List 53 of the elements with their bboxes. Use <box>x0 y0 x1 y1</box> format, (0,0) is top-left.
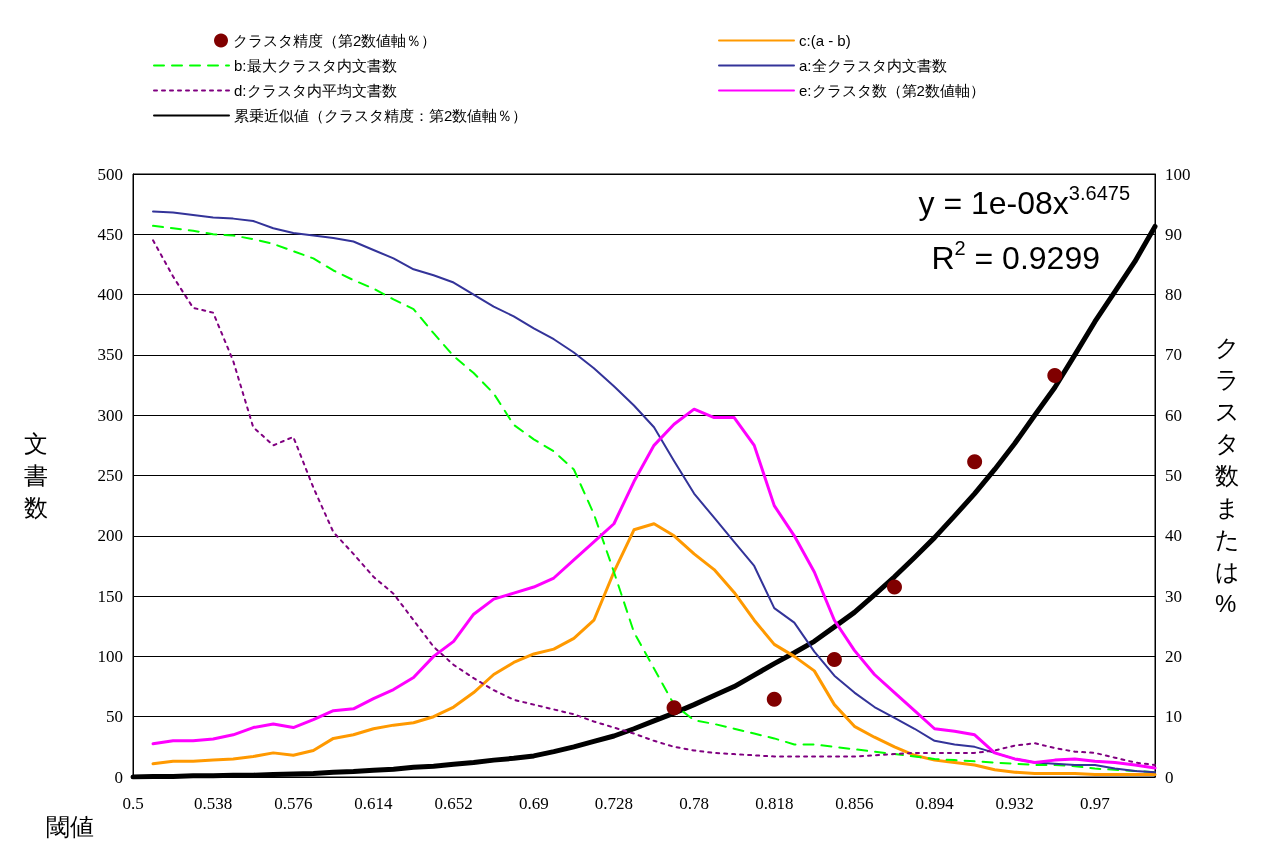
x-tick-label: 0.818 <box>755 794 794 813</box>
y2-tick-label: 20 <box>1165 646 1182 666</box>
line-series <box>151 522 1157 777</box>
y2-tick-label: 30 <box>1165 586 1182 606</box>
y-tick-label: 250 <box>97 466 123 485</box>
y-axis-title: 文書数 <box>24 430 48 521</box>
legend-label: d:クラスタ内平均文書数 <box>234 82 397 99</box>
x-tick-label: 0.932 <box>995 794 1034 813</box>
point <box>766 691 782 707</box>
y2-tick-label: 90 <box>1165 224 1182 244</box>
x-tick-label: 0.652 <box>434 794 473 813</box>
x-tick-label: 0.728 <box>594 794 634 813</box>
x-tick-label: 0.97 <box>1080 794 1111 813</box>
point <box>1047 367 1063 383</box>
y-tick-label: 450 <box>97 224 123 244</box>
x-tick-label: 0.5 <box>122 794 144 813</box>
x-tick-label: 0.538 <box>194 794 233 813</box>
x-tick-label: 0.614 <box>354 794 394 813</box>
y2-tick-label: 40 <box>1165 526 1182 546</box>
x-tick-label: 0.69 <box>518 794 549 813</box>
x-tick-label: 0.78 <box>679 794 709 813</box>
y2-tick-label: 50 <box>1165 466 1182 485</box>
point <box>666 700 682 716</box>
y2-tick-label: 80 <box>1165 285 1182 305</box>
x-tick-label: 0.856 <box>835 794 874 813</box>
y-tick-label: 0 <box>114 767 123 787</box>
line-series <box>151 407 1157 770</box>
y-tick-label: 400 <box>97 285 123 305</box>
legend-label: b:最大クラスタ内文書数 <box>234 57 397 74</box>
legend-label: c:(a - b) <box>799 32 851 49</box>
y-tick-label: 50 <box>106 707 123 727</box>
y2-tick-label: 60 <box>1165 405 1182 425</box>
y-tick-label: 300 <box>97 405 123 425</box>
y-tick-label: 350 <box>97 345 123 365</box>
y-tick-label: 100 <box>97 646 123 666</box>
x-axis-title: 閾値 <box>46 812 94 840</box>
legend-label: クラスタ精度（第2数値軸％） <box>233 32 437 49</box>
y2-tick-label: 10 <box>1165 707 1182 727</box>
legend-label: a:全クラスタ内文書数 <box>799 57 947 74</box>
x-tick-label: 0.894 <box>915 794 955 813</box>
legend-label: e:クラスタ数（第2数値軸） <box>799 82 985 99</box>
point <box>887 579 902 595</box>
point <box>967 454 983 470</box>
y-tick-label: 500 <box>97 164 123 184</box>
x-tick-label: 0.576 <box>274 794 313 813</box>
y2-tick-label: 70 <box>1165 345 1182 365</box>
point <box>826 651 842 667</box>
y2-tick-label: 0 <box>1165 767 1174 787</box>
y-tick-label: 150 <box>97 586 123 606</box>
y2-tick-label: 100 <box>1165 164 1191 184</box>
text: クラスタ数または% <box>1215 334 1240 617</box>
y-tick-label: 200 <box>97 526 123 546</box>
legend-label: 累乗近似値（クラスタ精度：第2数値軸％） <box>234 107 528 124</box>
